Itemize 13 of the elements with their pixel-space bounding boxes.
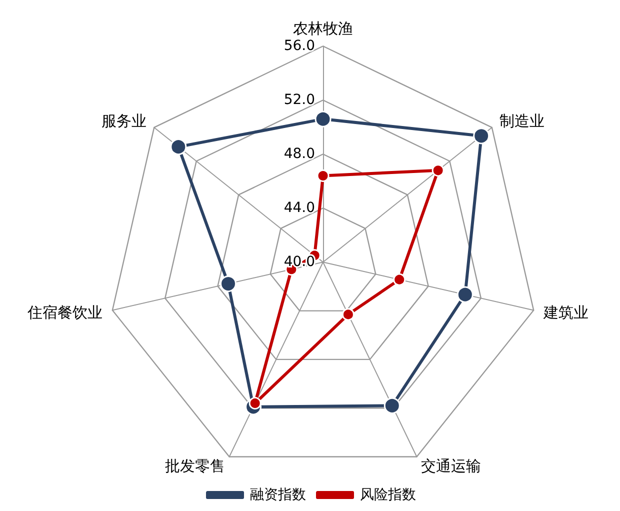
y-tick-label: 52.0 [284,92,316,108]
spoke-label: 服务业 [101,112,146,130]
y-tick-label: 48.0 [284,146,316,162]
spoke-label: 住宿餐饮业 [26,303,103,322]
spoke-label: 制造业 [500,112,545,130]
legend-label: 融资指数 [250,487,306,503]
spoke-label: 建筑业 [542,303,588,322]
spoke-label: 农林牧渔 [293,20,354,38]
legend-label: 风险指数 [360,487,416,503]
spoke-label: 交通运输 [421,456,482,475]
y-tick-label: 44.0 [284,200,316,216]
spoke-label: 批发零售 [164,456,225,475]
y-tick-label: 56.0 [284,38,316,54]
